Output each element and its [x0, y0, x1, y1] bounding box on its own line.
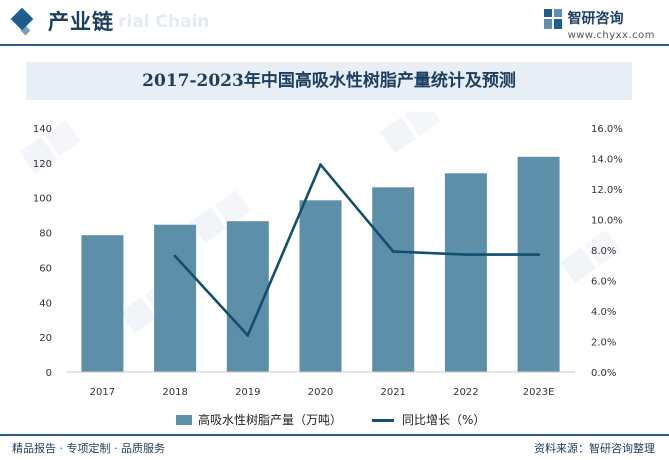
watermark-logo-mark — [560, 229, 621, 284]
right-tick-label: 14.0% — [591, 155, 623, 166]
x-axis: 2017 2018 2019 2020 2021 2022 2023E — [66, 371, 575, 398]
watermark-block — [190, 207, 227, 244]
x-tick-label: 2022 — [453, 387, 478, 398]
bar — [444, 173, 487, 372]
x-tick-label: 2017 — [90, 387, 115, 398]
line-point — [537, 253, 540, 256]
x-tick-label: 2019 — [235, 387, 260, 398]
watermark-block — [120, 297, 157, 334]
bar — [299, 200, 342, 372]
bar — [517, 156, 560, 372]
line-point — [246, 334, 250, 337]
right-tick-label: 12.0% — [591, 185, 623, 196]
watermark-layer — [20, 112, 621, 334]
small-diamond-icon — [20, 25, 31, 36]
x-tick-label: 2023E — [523, 387, 555, 398]
bar — [226, 221, 269, 372]
diamond-icon — [10, 7, 34, 31]
combo-chart: 0 20 40 60 80 100 120 140 0.0% 2.0% 4.0% 6.0% 8.0% 1… — [20, 112, 623, 398]
watermark-block — [20, 137, 57, 174]
right-tick-label: 0.0% — [591, 368, 616, 379]
legend-label-growth: 同比增长（%） — [402, 413, 486, 427]
right-tick-label: 10.0% — [591, 216, 623, 227]
line-point — [464, 253, 468, 256]
brand-url: www.chyxx.com — [567, 30, 655, 41]
bar — [372, 187, 415, 372]
right-tick-label: 16.0% — [591, 124, 623, 135]
growth-line — [174, 163, 539, 337]
x-tick-label: 2018 — [162, 387, 187, 398]
left-tick-label: 60 — [39, 263, 52, 274]
line-point — [173, 254, 177, 258]
left-tick-label: 80 — [39, 229, 52, 240]
x-tick-label: 2021 — [380, 387, 405, 398]
right-axis: 0.0% 2.0% 4.0% 6.0% 8.0% 10.0% 12.0% 14.0% 16.0% — [591, 124, 623, 379]
right-tick-label: 2.0% — [591, 338, 616, 349]
left-axis: 0 20 40 60 80 100 120 140 — [33, 124, 52, 379]
left-tick-label: 120 — [33, 159, 52, 170]
right-tick-label: 6.0% — [591, 277, 616, 288]
footer-divider — [0, 434, 669, 436]
watermark-block — [214, 189, 251, 227]
watermark-block — [380, 117, 417, 154]
chart-title-bar: 2017-2023年中国高吸水性树脂产量统计及预测 — [26, 62, 632, 100]
footer: 精品报告 · 专项定制 · 品质服务 资料来源：智研咨询整理 — [0, 434, 669, 460]
brand-logo-icon — [543, 9, 562, 29]
watermark-logo-mark — [190, 189, 251, 244]
legend-line-swatch — [372, 419, 394, 422]
header: 产业链 rial Chain 智研咨询 www.chyxx.com — [0, 0, 669, 46]
footer-source: 资料来源：智研咨询整理 — [534, 442, 655, 455]
watermark-block — [404, 112, 441, 137]
section-watermark: rial Chain — [118, 12, 210, 32]
x-tick-label: 2020 — [308, 387, 333, 398]
section-title: 产业链 — [48, 10, 114, 34]
line-point — [391, 250, 395, 253]
left-tick-label: 0 — [46, 368, 52, 379]
left-tick-label: 20 — [39, 333, 52, 344]
watermark-block — [560, 247, 597, 284]
header-divider — [0, 44, 669, 46]
right-tick-label: 4.0% — [591, 307, 616, 318]
left-tick-label: 100 — [33, 194, 52, 205]
brand: 智研咨询 www.chyxx.com — [543, 8, 655, 41]
watermark-logo-mark — [380, 112, 441, 154]
legend-label-production: 高吸水性树脂产量（万吨） — [198, 413, 343, 427]
bar — [81, 235, 124, 372]
line-series — [173, 163, 540, 337]
footer-tagline: 精品报告 · 专项定制 · 品质服务 — [12, 442, 165, 455]
brand-name: 智研咨询 — [567, 11, 624, 27]
left-tick-label: 40 — [39, 298, 52, 309]
watermark-block — [44, 119, 81, 157]
left-tick-label: 140 — [33, 124, 52, 135]
bar-series — [81, 156, 560, 372]
line-point — [319, 163, 322, 166]
watermark-block — [584, 229, 621, 267]
bar — [154, 224, 197, 372]
watermark-logo-mark — [20, 119, 81, 174]
chart-title: 2017-2023年中国高吸水性树脂产量统计及预测 — [142, 71, 516, 91]
legend-bar-swatch — [176, 415, 192, 425]
right-tick-label: 8.0% — [591, 246, 616, 257]
